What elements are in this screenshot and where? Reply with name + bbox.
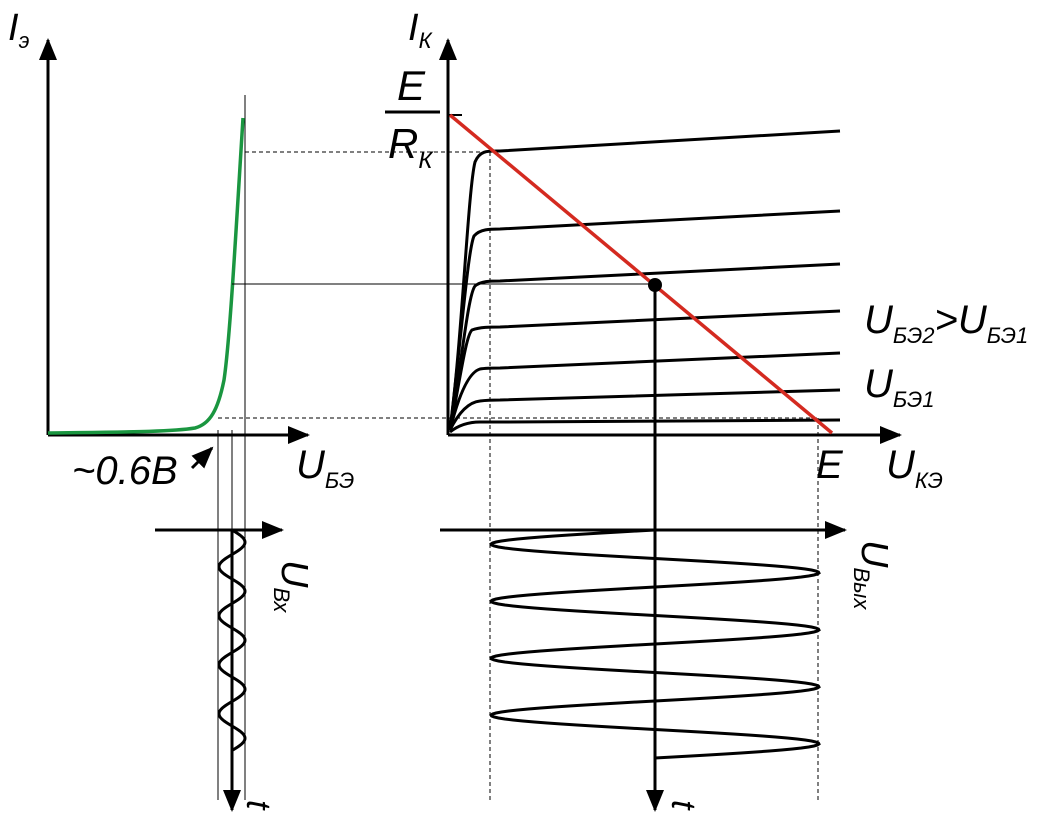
load-line bbox=[448, 113, 834, 435]
input-characteristic: Iэ UБЭ ~0.6В bbox=[8, 7, 354, 800]
output-curves bbox=[448, 129, 841, 434]
output-x-label: UКЭ bbox=[886, 443, 943, 493]
input-signal: UВх t bbox=[155, 521, 315, 812]
output-curve-1 bbox=[448, 388, 841, 431]
output-signal: UВых t bbox=[440, 285, 895, 812]
input-y-label: Iэ bbox=[8, 7, 30, 53]
input-time-label: t bbox=[239, 800, 277, 811]
output-curve-4 bbox=[448, 262, 841, 431]
output-y-label: IК bbox=[408, 7, 433, 53]
input-x-label: UБЭ bbox=[296, 443, 354, 493]
output-curve-2 bbox=[448, 351, 841, 431]
output-characteristic: IК E RК E UКЭ UБЭ2>UБЭ1 UБЭ1 bbox=[218, 7, 1028, 800]
input-signal-label: UВх bbox=[269, 560, 315, 613]
output-curve-0 bbox=[449, 418, 841, 434]
output-curve-3 bbox=[448, 309, 841, 431]
supply-label: E bbox=[816, 443, 844, 487]
output-curve-5 bbox=[448, 209, 841, 431]
curve-label-upper: UБЭ2>UБЭ1 bbox=[864, 298, 1028, 348]
threshold-label: ~0.6В bbox=[72, 449, 178, 493]
e-over-r-denominator: RК bbox=[388, 120, 434, 174]
e-over-r-numerator: E bbox=[397, 62, 426, 109]
threshold-arrow bbox=[190, 446, 214, 470]
curve-label-lower: UБЭ1 bbox=[864, 362, 934, 412]
input-iv-curve bbox=[47, 117, 245, 435]
output-signal-label: UВых bbox=[849, 540, 895, 610]
output-time-label: t bbox=[664, 800, 702, 811]
output-sine-wave bbox=[489, 528, 821, 760]
input-sine-wave bbox=[217, 528, 247, 752]
